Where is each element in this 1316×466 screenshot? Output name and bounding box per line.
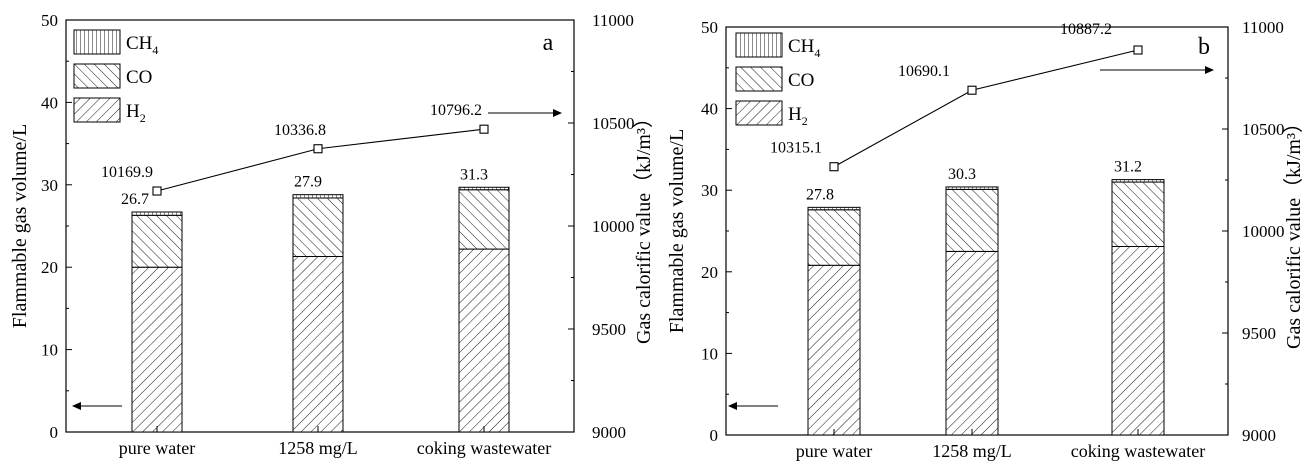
x-tick-label: coking wastewater — [417, 438, 551, 458]
y2-tick-label: 10500 — [592, 114, 635, 133]
calorific-label: 10887.2 — [1060, 21, 1112, 38]
bar-segment-ch4 — [807, 206, 861, 211]
y-tick-label: 50 — [41, 11, 58, 30]
y-tick-label: 30 — [41, 176, 58, 195]
legend-swatch-h2 — [735, 100, 783, 126]
bar-total-label: 27.9 — [294, 174, 322, 191]
y2-tick-label: 11000 — [1242, 18, 1284, 37]
panel-letter: b — [1198, 34, 1210, 60]
y2-tick-label: 9000 — [1242, 426, 1276, 445]
chart-panel-b: 0 10 20 30 40 50 9000 9500 10000 10500 11000 Flamma… — [666, 18, 1305, 461]
y-axis-title: Flammable gas volume/L — [9, 124, 31, 328]
legend-label-ch4: CH4 — [788, 36, 820, 60]
chart-panel-a: 0 10 20 30 40 50 9000 9500 10000 10500 11000 Flamma… — [9, 11, 655, 458]
y2-axis-title: Gas calorific value（kJ/m³） — [632, 108, 655, 344]
y-tick-label: 50 — [701, 18, 718, 37]
calorific-label: 10690.1 — [898, 63, 950, 80]
panel-letter: a — [543, 30, 554, 56]
legend-label-co: CO — [126, 67, 152, 88]
bar-segment-ch4 — [458, 186, 510, 191]
x-tick-label: pure water — [119, 438, 195, 458]
y2-tick-label: 9500 — [592, 320, 626, 339]
legend-label-h2: H2 — [788, 104, 808, 128]
y-axis-title: Flammable gas volume/L — [666, 129, 688, 333]
legend-label-ch4: CH4 — [126, 33, 158, 57]
bar-segment-ch4 — [131, 211, 183, 216]
calorific-point — [829, 162, 839, 172]
bar-segment-co — [458, 189, 510, 250]
y-tick-label: 10 — [41, 341, 58, 360]
bar-segment-h2 — [1111, 246, 1165, 436]
y-tick-label: 30 — [701, 181, 718, 200]
legend-swatch-co — [735, 66, 783, 92]
y2-tick-label: 10000 — [592, 217, 635, 236]
bar-total-label: 31.2 — [1114, 159, 1142, 176]
y-tick-label: 10 — [701, 344, 718, 363]
calorific-label: 10336.8 — [274, 122, 326, 139]
y-tick-label: 40 — [41, 93, 58, 112]
bar-segment-co — [945, 188, 999, 252]
bar-segment-co — [1111, 181, 1165, 248]
legend-swatch-ch4 — [735, 32, 783, 58]
bar-segment-h2 — [292, 255, 344, 433]
bar-segment-ch4 — [945, 186, 999, 190]
bar-segment-co — [292, 197, 344, 257]
bar-segment-ch4 — [292, 194, 344, 199]
calorific-label: 10169.9 — [101, 164, 153, 181]
bar-total-label: 31.3 — [460, 166, 488, 183]
right-arrowhead — [553, 109, 562, 117]
x-tick-label: 1258 mg/L — [932, 441, 1012, 461]
legend-swatch-co — [73, 63, 121, 89]
y2-axis-title: Gas calorific value（kJ/m³） — [1282, 113, 1305, 349]
y-tick-label: 40 — [701, 100, 718, 119]
x-tick-label: coking wastewater — [1071, 441, 1205, 461]
y2-tick-label: 10500 — [1242, 120, 1285, 139]
calorific-label: 10796.2 — [430, 102, 482, 119]
bar-segment-ch4 — [1111, 179, 1165, 183]
calorific-point — [479, 124, 489, 134]
calorific-line — [833, 49, 1139, 168]
right-arrowhead — [1205, 66, 1214, 74]
y2-tick-label: 9000 — [592, 423, 626, 442]
calorific-point — [1133, 45, 1143, 55]
y2-tick-label: 10000 — [1242, 222, 1285, 241]
calorific-point — [967, 85, 977, 95]
y2-tick-label: 11000 — [592, 11, 634, 30]
left-arrowhead — [72, 402, 81, 410]
bar-segment-co — [807, 209, 861, 266]
bar-total-label: 27.8 — [806, 186, 834, 203]
legend-swatch-h2 — [73, 97, 121, 123]
x-tick-label: 1258 mg/L — [278, 438, 358, 458]
bar-segment-h2 — [131, 266, 183, 433]
bar-segment-h2 — [945, 250, 999, 436]
calorific-point — [313, 144, 323, 154]
bar-total-label: 26.7 — [121, 191, 149, 208]
legend-label-h2: H2 — [126, 101, 146, 125]
bar-segment-h2 — [807, 264, 861, 436]
bar-total-label: 30.3 — [948, 166, 976, 183]
y-tick-label: 20 — [41, 258, 58, 277]
bar-segment-h2 — [458, 248, 510, 433]
calorific-point — [152, 186, 162, 196]
legend-label-co: CO — [788, 70, 814, 91]
y2-tick-label: 9500 — [1242, 324, 1276, 343]
y-tick-label: 0 — [710, 426, 719, 445]
calorific-label: 10315.1 — [770, 140, 822, 157]
x-tick-label: pure water — [796, 441, 872, 461]
legend-swatch-ch4 — [73, 29, 121, 55]
left-arrowhead — [728, 402, 737, 410]
y-tick-label: 20 — [701, 263, 718, 282]
bar-segment-co — [131, 214, 183, 268]
y-tick-label: 0 — [50, 423, 59, 442]
